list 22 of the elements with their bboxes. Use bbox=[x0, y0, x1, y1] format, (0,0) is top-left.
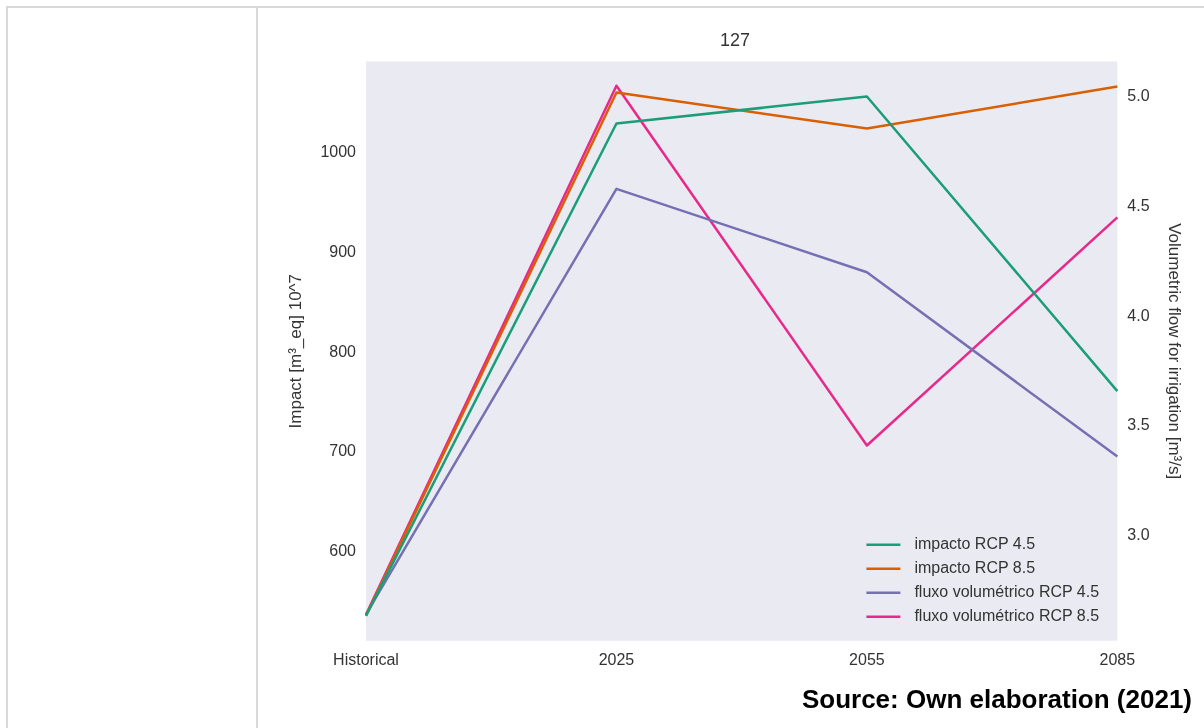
x-tick-label: Historical bbox=[333, 650, 399, 668]
x-tick-label: 2085 bbox=[1099, 650, 1136, 668]
y-tick-label: 600 bbox=[329, 542, 357, 560]
x-tick-label: 2025 bbox=[598, 650, 635, 668]
y2-tick-label: 3.5 bbox=[1127, 416, 1150, 434]
y2-tick-label: 3.0 bbox=[1127, 525, 1150, 543]
y-axis-title: Impact [m³_eq] 10^7 bbox=[285, 273, 305, 429]
y-tick-label: 700 bbox=[329, 442, 357, 460]
y2-tick-label: 4.0 bbox=[1127, 306, 1150, 324]
y-tick-label: 900 bbox=[329, 242, 357, 260]
x-tick-label: 2055 bbox=[849, 650, 885, 668]
legend-label: impacto RCP 8.5 bbox=[914, 559, 1036, 577]
y-tick-label: 800 bbox=[329, 342, 357, 360]
y-tick-label: 1000 bbox=[320, 142, 357, 160]
y2-tick-label: 5.0 bbox=[1127, 87, 1150, 105]
y2-axis-title: Volumetric flow for irrigation [m³/s] bbox=[1165, 223, 1185, 480]
source-note: Source: Own elaboration (2021) bbox=[801, 684, 1192, 715]
legend-label: impacto RCP 4.5 bbox=[914, 535, 1036, 553]
y2-tick-label: 4.5 bbox=[1127, 196, 1150, 214]
legend-label: fluxo volumétrico RCP 8.5 bbox=[914, 607, 1100, 625]
chart-title: 127 bbox=[719, 29, 751, 50]
legend-label: fluxo volumétrico RCP 4.5 bbox=[914, 583, 1100, 601]
